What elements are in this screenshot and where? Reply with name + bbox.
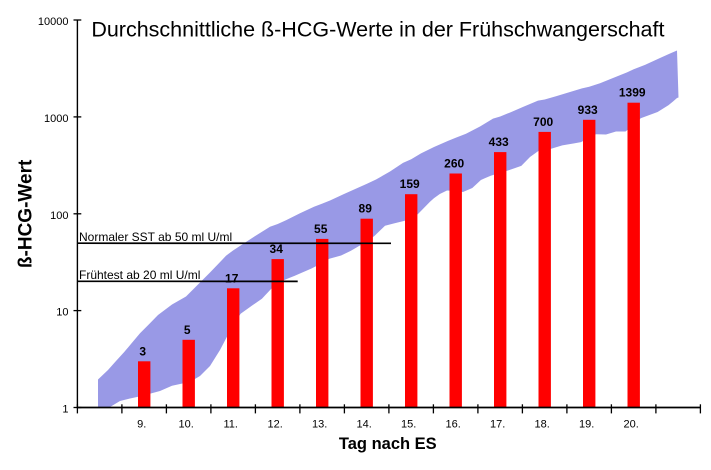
svg-text:Durchschnittliche ß-HCG-Werte: Durchschnittliche ß-HCG-Werte in der Frü… <box>91 17 664 41</box>
svg-text:12.: 12. <box>268 418 283 430</box>
svg-text:433: 433 <box>489 135 509 149</box>
svg-text:13.: 13. <box>312 418 327 430</box>
svg-text:700: 700 <box>533 115 553 129</box>
svg-text:3: 3 <box>139 344 146 358</box>
svg-text:20.: 20. <box>624 418 639 430</box>
svg-text:17: 17 <box>225 271 239 285</box>
svg-text:5: 5 <box>184 323 191 337</box>
svg-text:Frühtest ab 20 ml U/ml: Frühtest ab 20 ml U/ml <box>79 268 200 282</box>
svg-text:9.: 9. <box>137 418 146 430</box>
svg-text:100: 100 <box>50 210 68 222</box>
svg-text:11.: 11. <box>223 418 237 430</box>
svg-text:89: 89 <box>359 202 373 216</box>
svg-text:34: 34 <box>270 242 284 256</box>
svg-text:260: 260 <box>444 157 464 171</box>
svg-text:55: 55 <box>314 222 328 236</box>
svg-text:1000: 1000 <box>44 113 68 125</box>
svg-text:ß-HCG-Wert: ß-HCG-Wert <box>15 159 36 268</box>
svg-text:159: 159 <box>400 177 420 191</box>
svg-text:Tag nach ES: Tag nach ES <box>339 435 437 453</box>
svg-text:16.: 16. <box>446 418 461 430</box>
svg-text:18.: 18. <box>535 418 550 430</box>
svg-text:14.: 14. <box>357 418 372 430</box>
svg-text:Normaler SST ab 50 ml U/ml: Normaler SST ab 50 ml U/ml <box>79 230 232 244</box>
svg-text:1: 1 <box>62 404 68 416</box>
svg-text:10.: 10. <box>179 418 194 430</box>
svg-text:15.: 15. <box>401 418 416 430</box>
svg-text:17.: 17. <box>490 418 505 430</box>
svg-text:10000: 10000 <box>38 16 69 28</box>
svg-text:10: 10 <box>56 307 68 319</box>
svg-text:19.: 19. <box>579 418 594 430</box>
svg-text:933: 933 <box>578 103 598 117</box>
svg-text:1399: 1399 <box>619 86 646 100</box>
